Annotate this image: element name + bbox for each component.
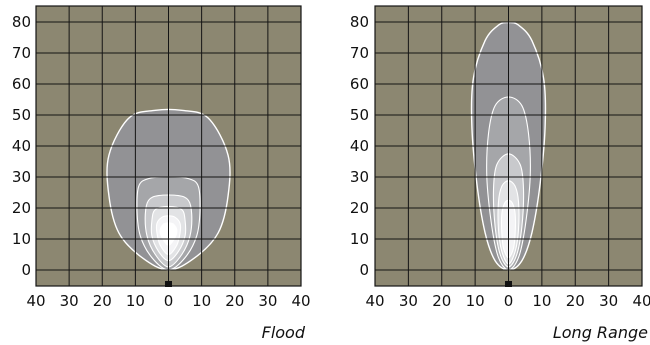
y-tick-label: 60: [12, 75, 31, 93]
x-tick-label: 20: [566, 292, 585, 310]
x-tick-label: 40: [632, 292, 650, 310]
y-tick-label: 10: [350, 230, 369, 248]
chart-title: Long Range: [553, 323, 648, 342]
x-tick-label: 20: [432, 292, 451, 310]
y-tick-label: 20: [350, 199, 369, 217]
x-tick-label: 40: [291, 292, 310, 310]
x-tick-label: 10: [126, 292, 145, 310]
y-tick-label: 70: [350, 44, 369, 62]
chart-panel-1: 80 70 60 50 40 30 20 10 0 40 30 20 10 0 10 20 30 40 Flood: [12, 5, 311, 342]
y-tick-label: 30: [12, 168, 31, 186]
x-tick-label: 0: [504, 292, 514, 310]
y-tick-label: 20: [12, 199, 31, 217]
y-tick-label: 80: [12, 13, 31, 31]
x-tick-label: 10: [466, 292, 485, 310]
y-tick-label: 70: [12, 44, 31, 62]
x-tick-label: 30: [599, 292, 618, 310]
chart-title: Flood: [262, 323, 306, 342]
x-tick-label: 0: [164, 292, 174, 310]
source-marker: [505, 281, 512, 287]
x-tick-label: 40: [26, 292, 45, 310]
y-tick-label: 80: [350, 13, 369, 31]
chart-panel-2: 80 70 60 50 40 30 20 10 0 40 30 20 10 0 10 20 30 40 Long R…: [350, 5, 650, 342]
y-tick-label: 40: [350, 137, 369, 155]
y-tick-label: 60: [350, 75, 369, 93]
y-tick-label: 10: [12, 230, 31, 248]
y-tick-label: 40: [12, 137, 31, 155]
x-tick-label: 20: [93, 292, 112, 310]
x-tick-label: 30: [399, 292, 418, 310]
y-tick-label: 0: [359, 261, 369, 279]
x-tick-label: 40: [365, 292, 384, 310]
y-tick-label: 50: [350, 106, 369, 124]
x-tick-label: 10: [532, 292, 551, 310]
x-tick-label: 30: [258, 292, 277, 310]
source-marker: [165, 281, 172, 287]
y-tick-label: 50: [12, 106, 31, 124]
y-tick-label: 0: [21, 261, 31, 279]
y-tick-label: 30: [350, 168, 369, 186]
x-tick-label: 20: [225, 292, 244, 310]
x-tick-label: 30: [60, 292, 79, 310]
x-tick-label: 10: [192, 292, 211, 310]
